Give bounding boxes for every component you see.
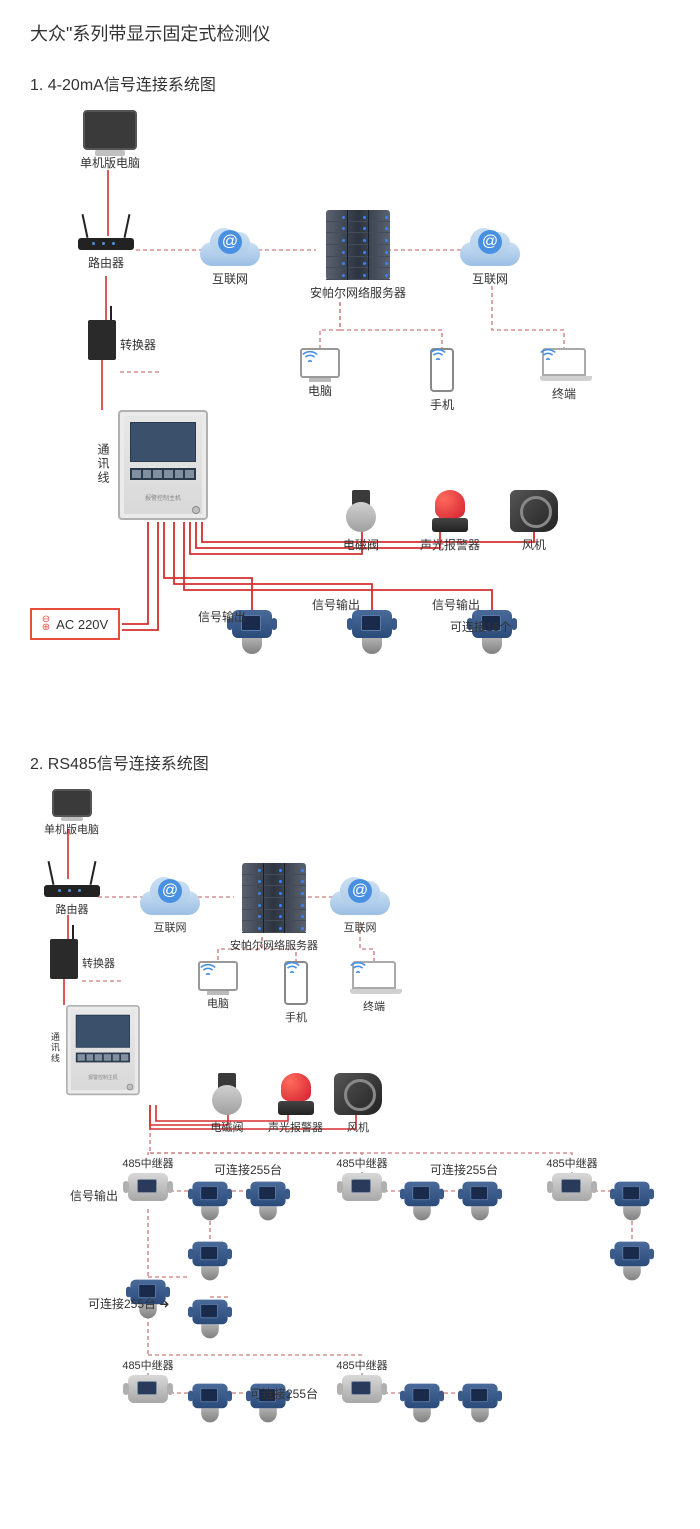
detector-node (191, 1182, 230, 1221)
detector-node (613, 1242, 652, 1281)
label: 风机 (510, 536, 558, 553)
converter-node: 转换器 (88, 320, 116, 360)
label: 声光报警器 (268, 1119, 323, 1135)
router-node: 路由器 (78, 238, 134, 271)
repeater-node: 485中继器 (126, 1375, 170, 1409)
diagram-rs485: 单机版电脑路由器@互联网安帕尔网络服务器@互联网转换器电脑手机终端报警控制主机通… (30, 789, 670, 1469)
label: 风机 (334, 1119, 382, 1135)
phone-node: 手机 (284, 961, 308, 1025)
internet-node: @互联网 (460, 228, 520, 287)
signal-out-label: 信号输出 (432, 596, 480, 613)
connect255-label: 可连接255台 ➜ (88, 1295, 169, 1312)
label: 声光报警器 (420, 536, 480, 553)
detector-node (191, 1300, 230, 1339)
terminal-node: 终端 (350, 961, 398, 1014)
computer-node: 电脑 (300, 348, 340, 399)
power-node: ⊖⊕AC 220V (30, 608, 120, 640)
label: 互联网 (140, 919, 200, 935)
controller-node: 报警控制主机通讯线 (66, 1005, 140, 1095)
signal-out-label: 信号输出 (70, 1187, 118, 1204)
label: 电脑 (300, 382, 340, 399)
label: 互联网 (330, 919, 390, 935)
label: 485中继器 (544, 1155, 599, 1171)
terminal-node: 终端 (540, 348, 588, 402)
converter-node: 转换器 (50, 939, 78, 979)
label: 电磁阀 (206, 1119, 248, 1135)
label: 手机 (430, 396, 454, 413)
detector-node (191, 1242, 230, 1281)
detector-node (249, 1182, 288, 1221)
connect255-label: 可连接255台 (214, 1161, 282, 1178)
main-title: 大众"系列带显示固定式检测仪 (30, 20, 670, 46)
detector-node (461, 1384, 500, 1423)
repeater-node: 485中继器 (340, 1173, 384, 1207)
label: 电脑 (198, 995, 238, 1011)
label: 安帕尔网络服务器 (310, 284, 406, 301)
fan-node: 风机 (334, 1073, 382, 1135)
pc-node: 单机版电脑 (80, 110, 140, 171)
valve-node: 电磁阀 (206, 1073, 248, 1135)
computer-node: 电脑 (198, 961, 238, 1011)
internet-node: @互联网 (140, 877, 200, 935)
detector-node (191, 1384, 230, 1423)
label: 485中继器 (334, 1155, 389, 1171)
repeater-node: 485中继器 (340, 1375, 384, 1409)
pc-node: 单机版电脑 (44, 789, 99, 837)
label: 手机 (284, 1009, 308, 1025)
detector-node (403, 1384, 442, 1423)
label: 转换器 (82, 955, 115, 971)
label: 485中继器 (120, 1357, 175, 1373)
label: 终端 (540, 385, 588, 402)
repeater-node: 485中继器 (126, 1173, 170, 1207)
label: 互联网 (200, 270, 260, 287)
label: 转换器 (120, 336, 156, 353)
internet-node: @互联网 (200, 228, 260, 287)
detector-node (350, 610, 394, 654)
label: 485中继器 (120, 1155, 175, 1171)
server-node: 安帕尔网络服务器 (310, 210, 406, 301)
fan-node: 风机 (510, 490, 558, 553)
label: 485中继器 (334, 1357, 389, 1373)
repeater-node: 485中继器 (550, 1173, 594, 1207)
section2-title: 2. RS485信号连接系统图 (30, 750, 670, 774)
label: 安帕尔网络服务器 (230, 937, 318, 953)
controller-node: 报警控制主机通讯线 (118, 410, 208, 520)
signal-out-label: 信号输出 (198, 608, 246, 625)
connect255-label: 可连接255台 (430, 1161, 498, 1178)
signal-out-label: 信号输出 (312, 596, 360, 613)
detector-node (613, 1182, 652, 1221)
label: 电磁阀 (340, 536, 382, 553)
detector-node (403, 1182, 442, 1221)
section1-title: 1. 4-20mA信号连接系统图 (30, 71, 670, 95)
alarm-node: 声光报警器 (420, 490, 480, 553)
label: 互联网 (460, 270, 520, 287)
server-node: 安帕尔网络服务器 (230, 863, 318, 953)
diagram-420ma: 单机版电脑路由器 @互联网安帕尔网络服务器 @互联网转换器电脑手机 终端报警控制主机通… (30, 110, 670, 710)
comm-line-label: 通讯线 (95, 443, 112, 485)
alarm-node: 声光报警器 (268, 1073, 323, 1135)
comm-line-label: 通讯线 (48, 1032, 61, 1064)
detector-node (461, 1182, 500, 1221)
label: 路由器 (44, 901, 100, 917)
valve-node: 电磁阀 (340, 490, 382, 553)
internet-node: @互联网 (330, 877, 390, 935)
connect255-label: 可连接255台 (250, 1385, 318, 1402)
label: 单机版电脑 (80, 154, 140, 171)
connect16-label: 可连接16个 (450, 618, 511, 635)
label: 终端 (350, 998, 398, 1014)
router-node: 路由器 (44, 885, 100, 917)
label: 单机版电脑 (44, 821, 99, 837)
phone-node: 手机 (430, 348, 454, 413)
label: 路由器 (78, 254, 134, 271)
